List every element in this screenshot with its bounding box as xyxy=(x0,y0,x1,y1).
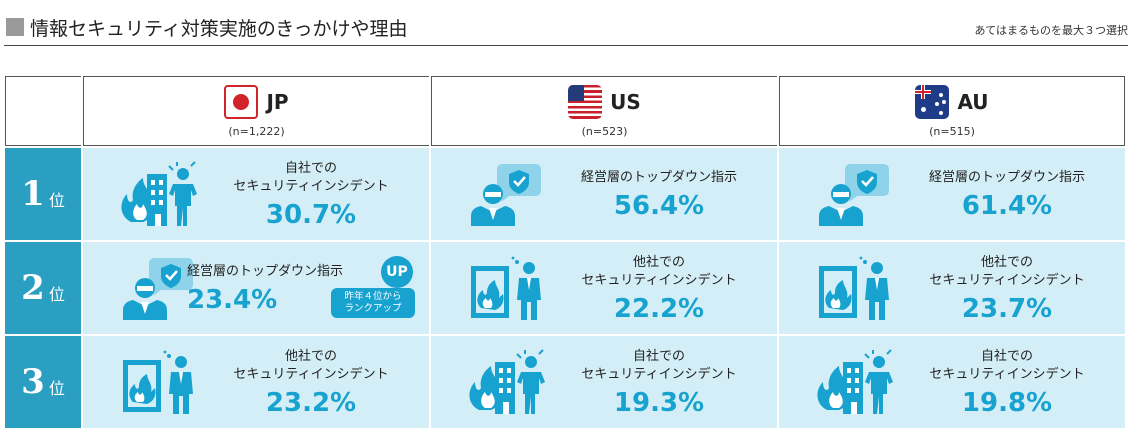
rank-unit: 位 xyxy=(48,285,65,304)
reason-label: 自社での セキュリティインシデント xyxy=(581,349,737,382)
rank-up-note: 昨年４位から ランクアップ xyxy=(331,288,415,318)
reason-label: 経営層のトップダウン指示 xyxy=(580,170,737,185)
reason-value: 23.4% xyxy=(187,285,278,315)
us-flag-icon xyxy=(568,84,603,119)
reason-label: 経営層のトップダウン指示 xyxy=(187,264,344,279)
header-blank-cell xyxy=(5,76,81,146)
cell-r1-au: 経営層のトップダウン指示 61.4% xyxy=(779,148,1125,240)
header-us: US (n=523) xyxy=(431,76,777,146)
reason-label: 他社での セキュリティインシデント xyxy=(581,255,737,288)
country-code: US xyxy=(610,89,641,114)
cell-r3-au: 自社での セキュリティインシデント 19.8% xyxy=(779,336,1125,428)
cell-r1-jp: 自社での セキュリティインシデント 30.7% xyxy=(83,148,429,240)
rank-unit: 位 xyxy=(48,379,65,398)
other-incident-icon xyxy=(123,350,193,414)
cell-r2-au: 他社での セキュリティインシデント 23.7% xyxy=(779,242,1125,334)
au-flag-icon xyxy=(915,84,950,119)
cell-r1-us: 経営層のトップダウン指示 56.4% xyxy=(431,148,777,240)
own-incident-icon xyxy=(121,161,197,226)
reason-label: 経営層のトップダウン指示 xyxy=(928,170,1085,185)
rank-number: 2 xyxy=(21,268,45,308)
top-down-icon xyxy=(819,164,889,226)
country-code: JP xyxy=(266,89,289,114)
top-down-icon xyxy=(123,258,193,320)
up-badge: UP xyxy=(381,256,413,288)
other-incident-icon xyxy=(819,256,889,320)
cell-r2-us: 他社での セキュリティインシデント 22.2% xyxy=(431,242,777,334)
sample-size: (n=1,222) xyxy=(228,124,285,138)
ranking-table: JP (n=1,222) US (n=523) AU xyxy=(5,76,1125,428)
other-incident-icon xyxy=(471,256,541,320)
reason-value: 61.4% xyxy=(961,191,1053,221)
reason-value: 23.7% xyxy=(961,294,1053,324)
country-code: AU xyxy=(957,89,989,114)
header-jp: JP (n=1,222) xyxy=(83,76,429,146)
reason-value: 56.4% xyxy=(613,191,705,221)
reason-value: 22.2% xyxy=(613,294,705,324)
title-divider xyxy=(4,45,1128,46)
rank-number: 3 xyxy=(21,362,45,402)
reason-value: 23.2% xyxy=(265,388,357,418)
sample-size: (n=523) xyxy=(581,124,628,138)
reason-value: 19.3% xyxy=(613,388,705,418)
top-down-icon xyxy=(471,164,541,226)
own-incident-icon xyxy=(817,349,893,414)
selection-note: あてはまるものを最大３つ選択 xyxy=(974,24,1128,37)
reason-value: 30.7% xyxy=(265,200,357,230)
reason-label: 他社での セキュリティインシデント xyxy=(233,349,389,382)
cell-r3-jp: 他社での セキュリティインシデント 23.2% xyxy=(83,336,429,428)
reason-label: 他社での セキュリティインシデント xyxy=(929,255,1085,288)
reason-value: 19.8% xyxy=(961,388,1053,418)
page-title: 情報セキュリティ対策実施のきっかけや理由 xyxy=(30,18,408,40)
rank-number: 1 xyxy=(21,174,45,214)
header-au: AU (n=515) xyxy=(779,76,1125,146)
reason-label: 自社での セキュリティインシデント xyxy=(233,161,389,194)
rank-unit: 位 xyxy=(48,191,65,210)
cell-r3-us: 自社での セキュリティインシデント 19.3% xyxy=(431,336,777,428)
cell-r2-jp: 経営層のトップダウン指示 23.4% UP 昨年４位から ランクアップ xyxy=(83,242,429,334)
jp-flag-icon xyxy=(224,84,259,119)
sample-size: (n=515) xyxy=(929,124,975,138)
title-marker xyxy=(6,18,24,36)
reason-label: 自社での セキュリティインシデント xyxy=(929,349,1085,382)
own-incident-icon xyxy=(469,349,545,414)
